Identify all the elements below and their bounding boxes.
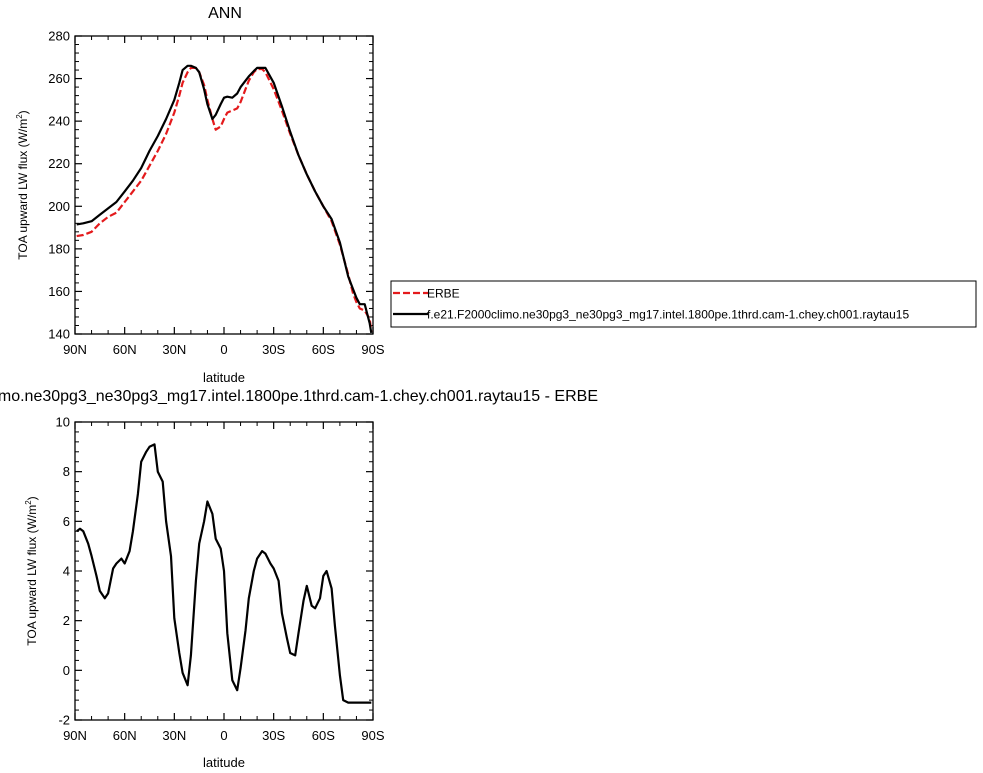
bottom-chart-y-axis-label: TOA upward LW flux (W/m2) <box>24 496 39 645</box>
bottom-chart-y-tick-label: 0 <box>63 663 70 678</box>
bottom-chart-x-tick-label: 60S <box>312 728 335 743</box>
top-chart-plot-frame <box>74 35 374 335</box>
bottom-chart-y-tick-label: 2 <box>63 613 70 628</box>
top-chart-x-axis-label: latitude <box>203 370 245 385</box>
top-chart-y-tick-label: 280 <box>48 29 70 44</box>
bottom-chart-y-tick-label: 8 <box>63 464 70 479</box>
top-chart-x-tick-label: 30N <box>162 342 186 357</box>
top-chart-x-tick-label: 90S <box>361 342 384 357</box>
top-chart-series <box>76 64 373 334</box>
top-chart-y-tick-label: 200 <box>48 199 70 214</box>
bottom-chart-y-tick-label: 6 <box>63 514 70 529</box>
bottom-chart-ticks: 90N 60N 30N 0 30S 60S 90S -2 0 2 4 6 8 10 <box>56 415 385 744</box>
bottom-chart-title: f.e21.F2000climo.ne30pg3_ne30pg3_mg17.in… <box>0 388 598 405</box>
bottom-chart-series <box>76 443 372 704</box>
top-chart-x-tick-label: 60S <box>312 342 335 357</box>
bottom-chart-panel: f.e21.F2000climo.ne30pg3_ne30pg3_mg17.in… <box>0 388 598 770</box>
bottom-chart-series-line-0 <box>76 443 372 704</box>
top-chart-y-tick-label: 160 <box>48 284 70 299</box>
top-chart-panel: ANN 90N 60N 30N 0 30S 60S 90S 140 160 180 200 220 24… <box>15 5 385 385</box>
top-chart-y-tick-label: 140 <box>48 327 70 342</box>
top-chart-y-tick-label: 260 <box>48 71 70 86</box>
bottom-chart-x-tick-label: 90N <box>63 728 87 743</box>
top-chart-x-tick-label: 90N <box>63 342 87 357</box>
bottom-chart-y-tick-label: -2 <box>58 713 70 728</box>
bottom-chart-y-tick-label: 10 <box>56 415 70 430</box>
top-chart-x-tick-label: 0 <box>220 342 227 357</box>
bottom-chart-x-tick-label: 60N <box>113 728 137 743</box>
top-chart-ticks: 90N 60N 30N 0 30S 60S 90S 140 160 180 200 220 240 260… <box>48 29 385 358</box>
bottom-chart-x-tick-label: 30N <box>162 728 186 743</box>
top-chart-title: ANN <box>208 5 242 22</box>
top-chart-y-tick-label: 180 <box>48 241 70 256</box>
top-chart-y-tick-label: 220 <box>48 156 70 171</box>
legend-label-model: f.e21.F2000climo.ne30pg3_ne30pg3_mg17.in… <box>427 308 909 322</box>
legend: ERBE f.e21.F2000climo.ne30pg3_ne30pg3_mg… <box>390 280 977 328</box>
bottom-chart-x-tick-label: 0 <box>220 728 227 743</box>
top-chart-x-tick-label: 30S <box>262 342 285 357</box>
top-chart-y-axis-label: TOA upward LW flux (W/m2) <box>15 110 30 259</box>
legend-box <box>390 280 977 328</box>
bottom-chart-y-tick-label: 4 <box>63 564 70 579</box>
bottom-chart-x-tick-label: 30S <box>262 728 285 743</box>
top-chart-y-tick-label: 240 <box>48 114 70 129</box>
top-chart-series-line-0 <box>76 66 373 333</box>
top-chart-series-line-1 <box>76 64 373 334</box>
bottom-chart-x-tick-label: 90S <box>361 728 384 743</box>
legend-label-erbe: ERBE <box>427 287 460 301</box>
bottom-chart-plot-frame <box>74 421 374 721</box>
bottom-chart-x-axis-label: latitude <box>203 755 245 770</box>
top-chart-x-tick-label: 60N <box>113 342 137 357</box>
